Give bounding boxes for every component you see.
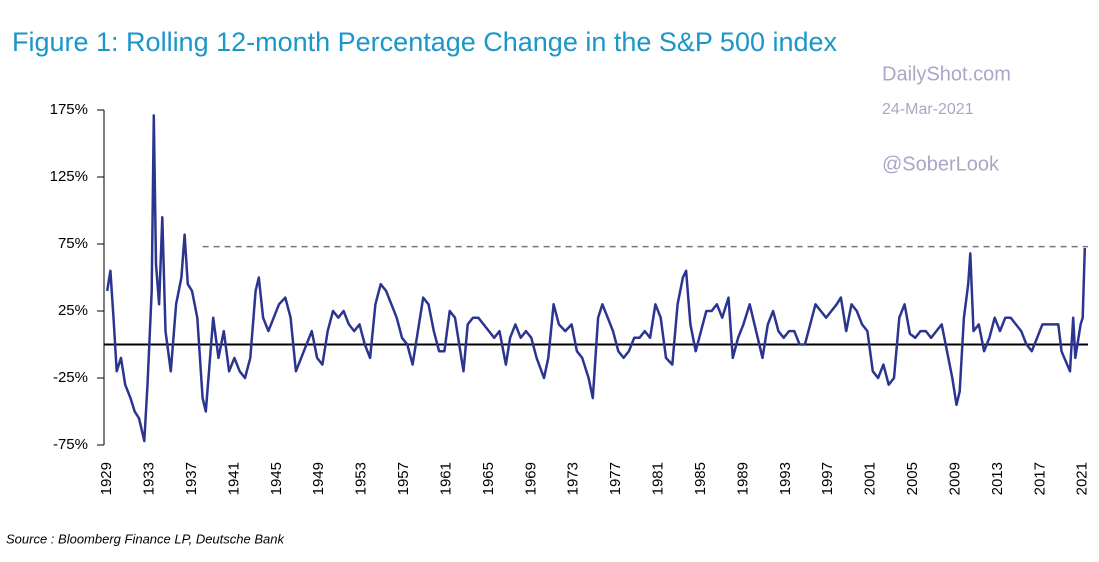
y-tick-label: 25% <box>58 302 88 319</box>
watermark: DailyShot.com <box>882 63 1011 85</box>
x-tick-label: 1997 <box>819 462 836 495</box>
x-tick-label: 1977 <box>607 462 624 495</box>
watermark-handle: @SoberLook <box>882 153 1000 175</box>
x-tick-label: 2013 <box>989 462 1006 495</box>
data-line <box>105 114 1087 443</box>
x-tick-label: 1989 <box>734 462 751 495</box>
x-tick-label: 1949 <box>310 462 327 495</box>
x-tick-label: 2017 <box>1031 462 1048 495</box>
y-tick-label: 75% <box>58 235 88 252</box>
x-tick-label: 1961 <box>437 462 454 495</box>
x-tick-label: 1993 <box>777 462 794 495</box>
x-tick-label: 1957 <box>395 462 412 495</box>
watermark-date: 24-Mar-2021 <box>882 101 974 118</box>
x-tick-label: 2009 <box>946 462 963 495</box>
x-tick-label: 1937 <box>183 462 200 495</box>
source-note: Source : Bloomberg Finance LP, Deutsche … <box>6 531 285 546</box>
y-tick-label: 125% <box>50 168 88 185</box>
x-tick-label: 1969 <box>522 462 539 495</box>
y-tick-label: -75% <box>53 436 88 453</box>
x-tick-label: 1985 <box>692 462 709 495</box>
chart-title: Figure 1: Rolling 12-month Percentage Ch… <box>12 27 838 57</box>
x-tick-label: 2001 <box>862 462 879 495</box>
x-tick-label: 1973 <box>565 462 582 495</box>
x-tick-label: 1941 <box>225 462 242 495</box>
x-tick-label: 1953 <box>353 462 370 495</box>
x-tick-label: 1965 <box>480 462 497 495</box>
x-tick-label: 2021 <box>1074 462 1091 495</box>
y-tick-label: -25% <box>53 369 88 386</box>
x-tick-label: 1933 <box>141 462 158 495</box>
x-tick-label: 1981 <box>650 462 667 495</box>
x-tick-label: 2005 <box>904 462 921 495</box>
x-tick-label: 1929 <box>98 462 115 495</box>
y-tick-label: 175% <box>50 101 88 118</box>
x-tick-label: 1945 <box>268 462 285 495</box>
